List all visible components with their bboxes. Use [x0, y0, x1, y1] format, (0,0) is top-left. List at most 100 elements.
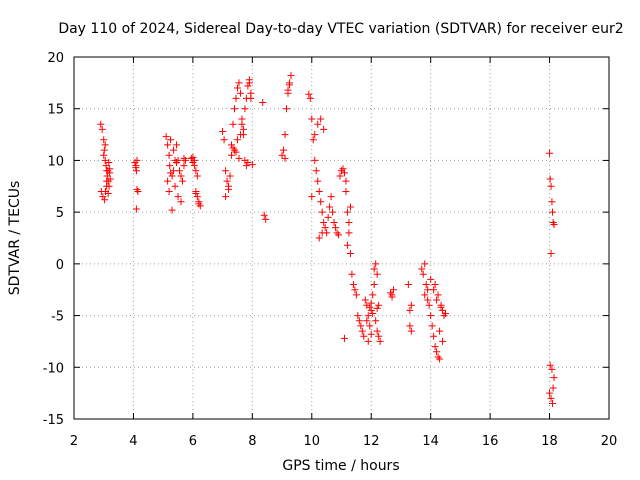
data-point [244, 82, 252, 90]
data-point [220, 136, 228, 144]
data-point [549, 399, 557, 407]
data-point [236, 89, 244, 97]
data-point [335, 231, 343, 239]
data-point [101, 196, 109, 204]
data-point [170, 146, 178, 154]
data-point [425, 301, 433, 309]
data-point [226, 172, 234, 180]
x-tick-label: 20 [601, 434, 618, 449]
data-point [346, 250, 354, 258]
data-point [421, 291, 429, 299]
data-point [345, 218, 353, 226]
data-point [165, 187, 173, 195]
data-point [181, 156, 189, 164]
data-point [427, 275, 435, 283]
data-point [321, 224, 329, 232]
x-tick-label: 10 [304, 434, 321, 449]
data-point [318, 208, 326, 216]
data-point [190, 156, 198, 164]
data-point [104, 190, 112, 198]
data-point [283, 105, 291, 113]
data-point [355, 317, 363, 325]
data-point [370, 265, 378, 273]
data-point [406, 322, 414, 330]
data-point [369, 310, 377, 318]
data-point [547, 394, 555, 402]
data-point [546, 149, 554, 157]
data-point [244, 158, 252, 166]
data-point [373, 327, 381, 335]
y-axis-label: SDTVAR / TECUs [7, 181, 23, 296]
data-point [375, 301, 383, 309]
data-point [223, 177, 231, 185]
data-point [219, 127, 227, 135]
data-point [245, 79, 253, 87]
data-point [101, 156, 109, 164]
data-point [428, 322, 436, 330]
data-point [311, 156, 319, 164]
data-point [228, 141, 236, 149]
data-point [436, 355, 444, 363]
data-point [192, 190, 200, 198]
y-tick-label: -10 [43, 361, 64, 376]
data-point [422, 281, 430, 289]
data-point [346, 203, 354, 211]
data-point [229, 144, 237, 152]
data-point [367, 306, 375, 314]
data-point [306, 94, 314, 102]
data-point [550, 374, 558, 382]
data-point [363, 317, 371, 325]
data-point [433, 296, 441, 304]
data-point [442, 310, 450, 318]
x-tick-label: 6 [189, 434, 197, 449]
data-point [345, 229, 353, 237]
data-point [349, 281, 357, 289]
data-point [171, 182, 179, 190]
data-point [177, 172, 185, 180]
x-tick-label: 12 [363, 434, 380, 449]
data-point [431, 343, 439, 351]
data-point [342, 177, 350, 185]
data-point [372, 317, 380, 325]
data-point [241, 105, 249, 113]
data-point [232, 94, 240, 102]
data-point [324, 213, 332, 221]
data-point [360, 332, 368, 340]
y-tick-label: 5 [56, 206, 64, 221]
data-point [373, 270, 381, 278]
data-point [100, 136, 108, 144]
data-point [317, 198, 325, 206]
data-points [97, 72, 558, 407]
data-point [168, 172, 176, 180]
data-point [309, 136, 317, 144]
x-tick-label: 8 [248, 434, 256, 449]
data-point [132, 162, 140, 170]
data-point [287, 72, 295, 80]
data-point [236, 131, 244, 139]
data-point [361, 296, 369, 304]
data-point [235, 154, 243, 162]
x-tick-label: 2 [70, 434, 78, 449]
data-point [404, 281, 412, 289]
data-point [364, 312, 372, 320]
data-point [133, 156, 141, 164]
data-point [97, 120, 105, 128]
data-point [367, 299, 375, 307]
data-point [340, 334, 348, 342]
data-point [427, 312, 435, 320]
x-tick-label: 14 [422, 434, 439, 449]
data-point [189, 153, 197, 161]
data-point [343, 208, 351, 216]
data-point [106, 169, 114, 177]
data-point [550, 221, 558, 229]
y-tick-label: 0 [56, 258, 64, 273]
data-point [162, 133, 170, 141]
data-point [228, 151, 236, 159]
data-point [178, 177, 186, 185]
data-point [278, 151, 286, 159]
data-point [546, 175, 554, 183]
data-point [366, 322, 374, 330]
data-point [305, 90, 313, 98]
data-point [547, 182, 555, 190]
